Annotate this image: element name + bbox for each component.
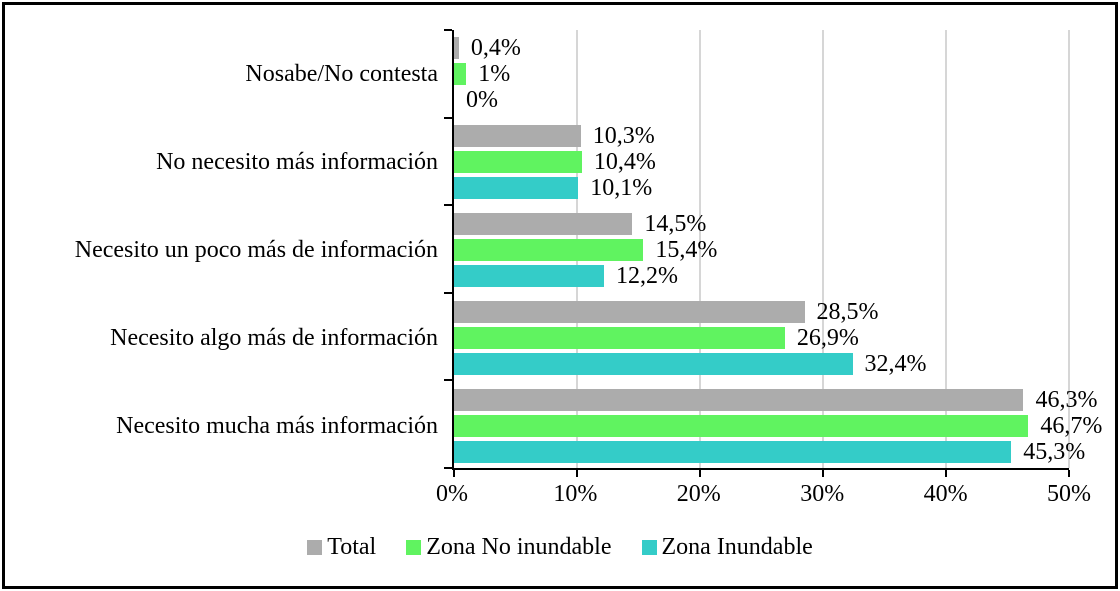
bar-line-zona-no-inundable: 1% [454,61,1069,87]
legend-label: Zona Inundable [661,534,813,560]
bar-value-label: 28,5% [816,299,879,325]
bar-value-label: 32,4% [864,351,927,377]
legend-item-zona-no-inundable: Zona No inundable [406,534,612,561]
legend-item-zona-inundable: Zona Inundable [641,534,813,561]
chart-row: 0,4% 1% 0% [454,30,1069,118]
bar-zona-no-inundable [454,327,785,349]
category-label: Necesito un poco más de información [74,236,438,263]
x-axis-tick [945,470,947,477]
plot-area: 0,4% 1% 0% 10,3% 10,4% 10,1% 14,5% 15,4% 12,2% 28… [444,29,1102,477]
bar-line-total: 10,3% [454,123,1069,149]
bar-value-label: 15,4% [655,237,718,263]
x-axis-tick-label: 50% [1047,481,1091,507]
bar-zona-no-inundable [454,151,582,173]
category-label: Necesito mucha más información [116,412,438,439]
category-axis-labels: Nosabe/No contesta No necesito más inform… [0,30,438,470]
bar-line-zona-inundable: 12,2% [454,263,1069,289]
gridline [822,30,824,468]
bar-line-total: 14,5% [454,211,1069,237]
x-axis-tick-label: 20% [676,481,721,507]
chart-row: 10,3% 10,4% 10,1% [454,118,1069,206]
bar-line-zona-no-inundable: 15,4% [454,237,1069,263]
bar-value-label: 10,1% [590,175,653,201]
bar-line-total: 46,3% [454,388,1097,412]
bar-total [454,389,1024,411]
bar-line-total: 28,5% [454,299,1069,325]
bar-rows: 0,4% 1% 0% 10,3% 10,4% 10,1% 14,5% 15,4% 12,2% 28… [454,30,1102,470]
legend-label: Total [327,534,377,560]
bar-value-label: 12,2% [616,263,679,289]
chart-row: 46,3% 46,7% 45,3% [454,382,1102,470]
chart-row: 14,5% 15,4% 12,2% [454,206,1069,294]
y-axis-tick [444,379,452,382]
bar-value-label: 10,3% [592,123,655,149]
bar-total [454,125,581,147]
y-axis-tick [444,116,452,119]
gridline [1068,30,1070,468]
bar-zona-no-inundable [454,63,467,85]
category-label: Nosabe/No contesta [245,60,438,87]
bar-line-zona-no-inundable: 10,4% [454,149,1069,175]
bar-total [454,37,459,59]
legend-swatch-total [307,540,323,555]
x-axis-tick-label: 10% [553,481,598,507]
bar-value-label: 45,3% [1023,439,1086,465]
x-axis-tick-label: 40% [923,481,968,507]
bar-line-zona-no-inundable: 46,7% [454,414,1102,438]
bar-value-label: 1% [478,61,511,87]
bar-zona-no-inundable [454,415,1029,437]
gridline [945,30,947,468]
bar-total [454,301,805,323]
bar-value-label: 46,7% [1040,413,1103,439]
bar-zona-inundable [454,177,579,199]
bar-zona-inundable [454,353,853,375]
x-axis-tick [699,470,701,477]
y-axis-tick [444,467,452,469]
y-axis-tick [444,291,452,294]
legend-label: Zona No inundable [426,534,612,560]
bar-value-label: 46,3% [1035,387,1098,413]
bar-line-total: 0,4% [454,35,1069,61]
legend-swatch-zona-inundable [641,540,657,555]
bar-value-label: 10,4% [593,149,656,175]
bar-value-label: 0,4% [470,35,521,61]
x-axis-tick-label: 30% [800,481,845,507]
gridline [699,30,701,468]
chart-row: 28,5% 26,9% 32,4% [454,294,1069,382]
legend: Total Zona No inundable Zona Inundable [0,534,1120,561]
legend-item-total: Total [307,534,376,561]
bar-zona-inundable [454,265,605,287]
bar-zona-inundable [454,441,1012,463]
x-axis-tick [576,470,578,477]
bar-total [454,213,633,235]
bar-value-label: 0% [466,87,498,113]
y-axis-tick [444,204,452,207]
bar-line-zona-inundable: 32,4% [454,351,1069,377]
x-axis-tick-label: 0% [436,481,468,507]
x-axis-tick [1068,470,1070,477]
x-axis-tick [453,470,455,477]
legend-swatch-zona-no-inundable [406,540,422,555]
bar-line-zona-no-inundable: 26,9% [454,325,1069,351]
bar-value-label: 14,5% [644,211,707,237]
category-label: No necesito más información [156,148,438,175]
bar-value-label: 26,9% [796,325,859,351]
category-label: Necesito algo más de información [110,324,438,351]
y-axis-tick [444,29,452,31]
bar-line-zona-inundable: 10,1% [454,175,1069,201]
x-axis-tick-labels: 0% 10% 20% 30% 40% 50% [436,481,1091,511]
bar-line-zona-inundable: 45,3% [454,440,1085,464]
bar-line-zona-inundable: 0% [454,87,1069,113]
bar-zona-no-inundable [454,239,644,261]
x-axis-tick [822,470,824,477]
